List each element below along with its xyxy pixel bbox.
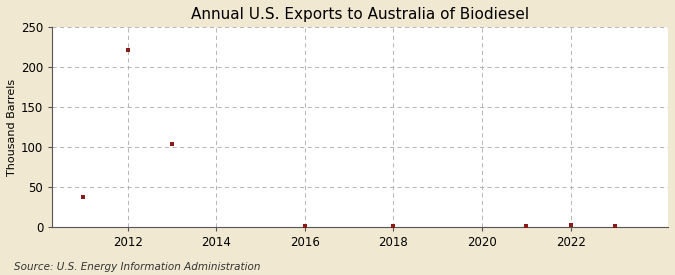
Point bbox=[122, 47, 133, 52]
Point bbox=[521, 224, 532, 228]
Point bbox=[610, 224, 620, 228]
Point bbox=[300, 224, 310, 228]
Point bbox=[167, 142, 178, 146]
Y-axis label: Thousand Barrels: Thousand Barrels bbox=[7, 78, 17, 176]
Title: Annual U.S. Exports to Australia of Biodiesel: Annual U.S. Exports to Australia of Biod… bbox=[191, 7, 529, 22]
Point bbox=[78, 195, 89, 199]
Text: Source: U.S. Energy Information Administration: Source: U.S. Energy Information Administ… bbox=[14, 262, 260, 272]
Point bbox=[565, 223, 576, 227]
Point bbox=[388, 224, 399, 228]
